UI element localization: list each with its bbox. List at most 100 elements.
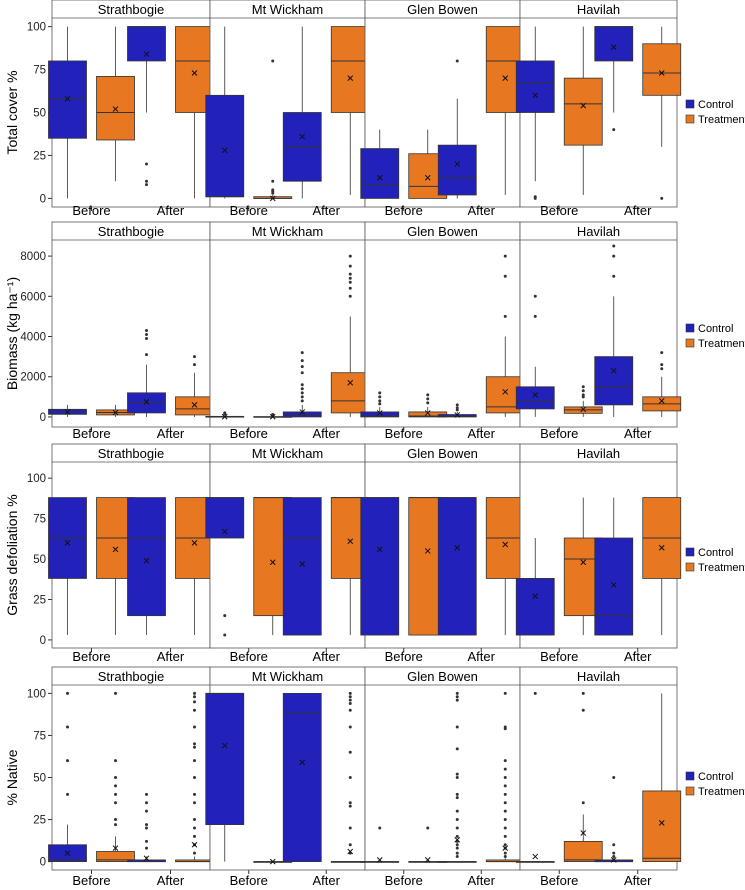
mean-marker bbox=[191, 841, 198, 848]
box-iqr bbox=[594, 537, 634, 636]
outlier-point bbox=[503, 809, 507, 813]
outlier-point bbox=[455, 695, 459, 699]
legend: Control Treatment bbox=[685, 547, 745, 574]
outlier-point bbox=[455, 792, 459, 796]
legend-swatch bbox=[685, 547, 695, 557]
outlier-point bbox=[612, 128, 616, 132]
outlier-point bbox=[348, 286, 352, 290]
y-axis-label: % Native bbox=[4, 749, 20, 805]
facet-strip-label: Strathbogie bbox=[98, 2, 165, 17]
outlier-point bbox=[145, 328, 148, 332]
box-control-after bbox=[437, 497, 477, 636]
y-tick-label: 75 bbox=[33, 730, 46, 742]
box-iqr bbox=[175, 396, 214, 416]
facet-strathbogie: Strathbogie Before After bbox=[48, 443, 214, 664]
facet-strathbogie: Strathbogie Before After bbox=[48, 221, 214, 441]
outlier-point bbox=[300, 383, 304, 387]
panel-4: % Native 0 25 50 75 100 Strathbogie Before After… bbox=[4, 666, 745, 888]
mean-marker bbox=[143, 51, 150, 57]
mean-marker bbox=[64, 95, 71, 102]
outlier-point bbox=[114, 784, 117, 788]
outlier-point bbox=[378, 399, 382, 403]
outlier-point bbox=[114, 776, 117, 779]
outlier-point bbox=[193, 776, 196, 779]
outlier-point bbox=[271, 179, 275, 183]
y-tick-label: 2000 bbox=[20, 372, 46, 384]
outlier-point bbox=[348, 264, 352, 268]
y-tick-label: 100 bbox=[27, 688, 46, 700]
mean-marker bbox=[424, 174, 431, 181]
outlier-point bbox=[348, 708, 352, 712]
outlier-point bbox=[145, 846, 148, 850]
facet-strip-label: Strathbogie bbox=[98, 224, 165, 239]
mean-marker bbox=[580, 559, 587, 566]
outlier-point bbox=[660, 351, 664, 355]
outlier-point bbox=[455, 846, 459, 850]
mean-marker bbox=[347, 379, 354, 386]
outlier-point bbox=[348, 702, 352, 705]
mean-marker bbox=[580, 102, 587, 109]
mean-marker bbox=[454, 412, 461, 418]
mean-marker bbox=[658, 544, 665, 551]
outlier-point bbox=[612, 274, 616, 278]
box-treatment-before bbox=[96, 26, 135, 182]
outlier-point bbox=[455, 747, 459, 751]
x-tick-label: After bbox=[157, 426, 185, 441]
outlier-point bbox=[193, 725, 196, 729]
outlier-point bbox=[193, 801, 196, 805]
outlier-point bbox=[581, 389, 585, 393]
facet-strip-label: Havilah bbox=[577, 446, 620, 461]
outlier-point bbox=[348, 776, 352, 779]
mean-marker bbox=[347, 538, 354, 545]
outlier-point bbox=[300, 395, 304, 399]
outlier-point bbox=[426, 397, 430, 401]
facet-strip-label: Havilah bbox=[577, 669, 620, 684]
outlier-point bbox=[455, 725, 459, 729]
box-iqr bbox=[642, 43, 682, 96]
outlier-point bbox=[378, 826, 382, 830]
outlier-point bbox=[145, 826, 148, 830]
y-axis-label: Grass defoliation % bbox=[4, 494, 20, 615]
outlier-point bbox=[348, 294, 352, 298]
legend: Control Treatment bbox=[685, 99, 745, 126]
x-tick-label: Before bbox=[230, 873, 268, 888]
x-tick-label: After bbox=[313, 873, 341, 888]
box-iqr bbox=[48, 60, 87, 139]
facet-strip-label: Glen Bowen bbox=[407, 446, 478, 461]
box-control-before bbox=[360, 497, 400, 636]
mean-marker bbox=[299, 409, 306, 415]
outlier-point bbox=[455, 809, 459, 813]
box-control-after bbox=[437, 691, 477, 863]
y-tick-label: 0 bbox=[40, 857, 46, 869]
outlier-point bbox=[348, 725, 352, 729]
mean-marker bbox=[376, 857, 383, 863]
x-tick-label: After bbox=[624, 203, 652, 218]
mean-marker bbox=[424, 857, 431, 863]
outlier-point bbox=[348, 276, 352, 280]
x-tick-label: Before bbox=[385, 649, 423, 664]
outlier-point bbox=[348, 843, 352, 847]
box-control-after bbox=[282, 497, 322, 636]
outlier-point bbox=[193, 355, 196, 359]
outlier-point bbox=[455, 776, 459, 779]
outlier-point bbox=[503, 767, 507, 771]
mean-marker bbox=[454, 544, 461, 551]
outlier-point bbox=[378, 395, 382, 399]
legend-swatch bbox=[685, 786, 695, 796]
mean-marker bbox=[502, 541, 509, 548]
box-control-before bbox=[515, 538, 555, 636]
facet-mt-wickham: Mt Wickham Before After bbox=[205, 666, 370, 888]
facet-mt-wickham: Mt Wickham Before After bbox=[205, 443, 370, 664]
outlier-point bbox=[66, 725, 69, 729]
outlier-point bbox=[348, 801, 352, 805]
legend-label: Control bbox=[698, 771, 733, 783]
outlier-point bbox=[426, 401, 430, 405]
mean-marker bbox=[424, 548, 431, 554]
box-treatment-after bbox=[642, 351, 682, 417]
y-tick-label: 75 bbox=[33, 65, 46, 77]
x-tick-label: After bbox=[468, 426, 496, 441]
box-treatment-after bbox=[175, 691, 214, 863]
facet-border bbox=[51, 666, 211, 871]
box-iqr bbox=[515, 60, 555, 113]
y-tick-label: 100 bbox=[27, 473, 46, 485]
